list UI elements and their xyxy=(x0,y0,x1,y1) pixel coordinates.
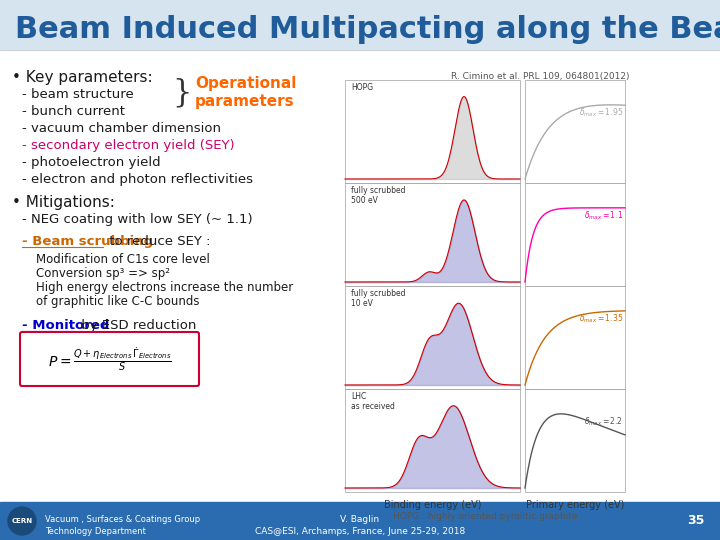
Text: by ESD reduction: by ESD reduction xyxy=(77,319,197,332)
Text: $P = \frac{Q + \eta_{Electrons}\,\dot{\Gamma}_{Electrons}}{S}$: $P = \frac{Q + \eta_{Electrons}\,\dot{\G… xyxy=(48,345,171,373)
Text: HOPG : highly oriented pyrolitic graphite: HOPG : highly oriented pyrolitic graphit… xyxy=(392,512,577,521)
Text: Conversion sp³ => sp²: Conversion sp³ => sp² xyxy=(36,267,170,280)
Bar xyxy=(0,0,720,50)
Text: Primary energy (eV): Primary energy (eV) xyxy=(526,500,624,510)
Text: V. Baglin
CAS@ESI, Archamps, France, June 25-29, 2018: V. Baglin CAS@ESI, Archamps, France, Jun… xyxy=(255,515,465,537)
Text: fully scrubbed
500 eV: fully scrubbed 500 eV xyxy=(351,186,405,205)
Text: - electron and photon reflectivities: - electron and photon reflectivities xyxy=(22,173,253,186)
Bar xyxy=(345,389,520,492)
Text: - bunch current: - bunch current xyxy=(22,105,125,118)
Text: - Beam scrubbing: - Beam scrubbing xyxy=(22,235,153,248)
Text: - beam structure: - beam structure xyxy=(22,88,134,101)
Bar xyxy=(525,286,625,389)
Text: CERN: CERN xyxy=(12,518,32,524)
Bar xyxy=(0,502,720,540)
Bar xyxy=(525,389,625,492)
Text: Vacuum , Surfaces & Coatings Group
Technology Department: Vacuum , Surfaces & Coatings Group Techn… xyxy=(45,515,200,537)
Text: $\delta_{max}=2.2$: $\delta_{max}=2.2$ xyxy=(584,416,623,428)
FancyBboxPatch shape xyxy=(20,332,199,386)
Text: Modification of C1s core level: Modification of C1s core level xyxy=(36,253,210,266)
Text: $\delta_{max}=1.35$: $\delta_{max}=1.35$ xyxy=(579,313,623,325)
Text: - secondary electron yield (SEY): - secondary electron yield (SEY) xyxy=(22,139,235,152)
Text: to reduce SEY :: to reduce SEY : xyxy=(105,235,211,248)
Text: - vacuum chamber dimension: - vacuum chamber dimension xyxy=(22,122,221,135)
Bar xyxy=(345,183,520,286)
Text: • Mitigations:: • Mitigations: xyxy=(12,195,115,210)
Bar xyxy=(525,183,625,286)
Text: $\delta_{max}=1.95$: $\delta_{max}=1.95$ xyxy=(579,107,623,119)
Text: - NEG coating with low SEY (~ 1.1): - NEG coating with low SEY (~ 1.1) xyxy=(22,213,253,226)
Text: - photoelectron yield: - photoelectron yield xyxy=(22,156,161,169)
Text: HOPG: HOPG xyxy=(351,83,373,92)
Text: Beam Induced Multipacting along the Beam Pipe: Beam Induced Multipacting along the Beam… xyxy=(15,16,720,44)
Text: R. Cimino et al. PRL 109, 064801(2012): R. Cimino et al. PRL 109, 064801(2012) xyxy=(451,72,629,81)
Bar xyxy=(345,80,520,183)
Text: }: } xyxy=(172,77,192,108)
Text: Operational
parameters: Operational parameters xyxy=(195,76,297,109)
Circle shape xyxy=(8,507,36,535)
Text: - Monitored: - Monitored xyxy=(22,319,109,332)
Text: $\delta_{max}=1.1$: $\delta_{max}=1.1$ xyxy=(584,210,623,222)
Text: Binding energy (eV): Binding energy (eV) xyxy=(384,500,481,510)
Text: • Key parameters:: • Key parameters: xyxy=(12,70,153,85)
Bar xyxy=(525,80,625,183)
Text: High energy electrons increase the number: High energy electrons increase the numbe… xyxy=(36,281,293,294)
Text: LHC
as received: LHC as received xyxy=(351,392,395,411)
Text: 35: 35 xyxy=(688,515,705,528)
Bar xyxy=(345,286,520,389)
Text: of graphitic like C-C bounds: of graphitic like C-C bounds xyxy=(36,295,199,308)
Text: fully scrubbed
10 eV: fully scrubbed 10 eV xyxy=(351,289,405,308)
